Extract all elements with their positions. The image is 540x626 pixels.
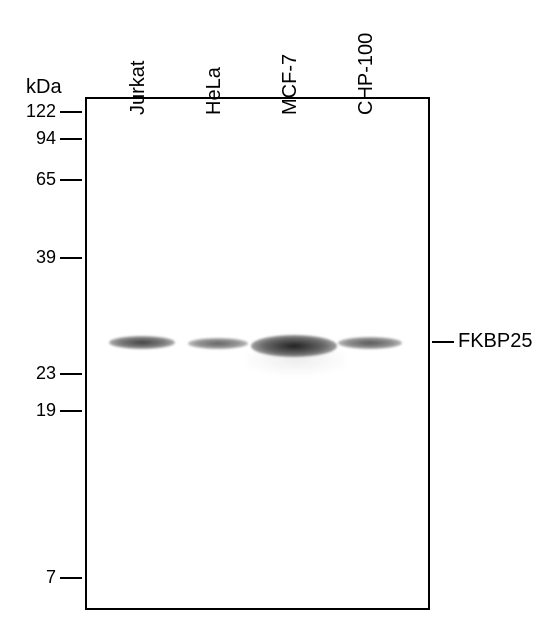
kda-unit-label: kDa bbox=[26, 76, 62, 99]
band-label-line bbox=[432, 341, 454, 343]
mw-tick-line bbox=[60, 410, 82, 412]
lane-label-hela: HeLa bbox=[203, 67, 226, 115]
mw-tick-line bbox=[60, 111, 82, 113]
mw-tick-line bbox=[60, 257, 82, 259]
mw-tick-94: 94 bbox=[16, 128, 56, 149]
mw-tick-line bbox=[60, 179, 82, 181]
band-label-fkbp25: FKBP25 bbox=[458, 330, 532, 353]
mw-tick-23: 23 bbox=[16, 363, 56, 384]
lane-label-jurkat: Jurkat bbox=[127, 61, 150, 115]
mw-tick-line bbox=[60, 577, 82, 579]
mw-tick-7: 7 bbox=[16, 567, 56, 588]
mw-tick-39: 39 bbox=[16, 247, 56, 268]
lane-label-chp-100: CHP-100 bbox=[355, 33, 378, 115]
mw-tick-65: 65 bbox=[16, 169, 56, 190]
mw-tick-122: 122 bbox=[16, 101, 56, 122]
band-lane-1 bbox=[188, 338, 248, 349]
lane-label-mcf-7: MCF-7 bbox=[279, 54, 302, 115]
mw-tick-line bbox=[60, 373, 82, 375]
mw-tick-line bbox=[60, 138, 82, 140]
band-lane-0 bbox=[109, 336, 175, 349]
band-lane-3 bbox=[338, 337, 402, 349]
band-lane-2 bbox=[251, 335, 337, 357]
mw-tick-19: 19 bbox=[16, 400, 56, 421]
